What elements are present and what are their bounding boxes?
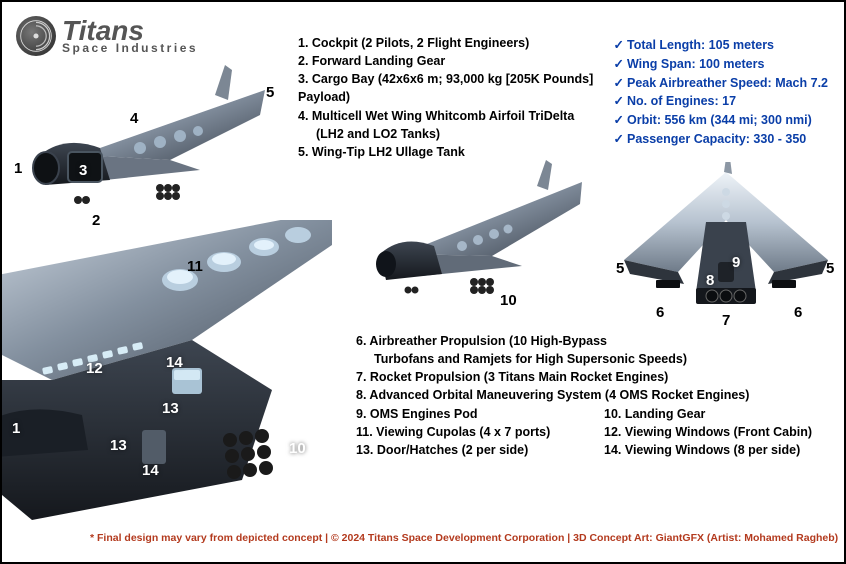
feature-item: 3. Cargo Bay (42x6x6 m; 93,000 kg [205K … bbox=[298, 70, 618, 106]
callout-v4-6a: 6 bbox=[656, 304, 664, 321]
logo-subtitle: Space Industries bbox=[62, 43, 198, 54]
spaceplane-view-closeup bbox=[2, 220, 352, 530]
brand-logo: Titans Space Industries bbox=[16, 16, 198, 56]
callout-v4-5b: 5 bbox=[826, 260, 834, 277]
feature-list-top: 1. Cockpit (2 Pilots, 2 Flight Engineers… bbox=[298, 34, 618, 161]
feature-item: 2. Forward Landing Gear bbox=[298, 52, 618, 70]
callout-v3-10: 10 bbox=[289, 440, 306, 457]
feature-item-pair: 9. OMS Engines Pod10. Landing Gear bbox=[356, 405, 836, 423]
callout-v4-9: 9 bbox=[732, 254, 740, 271]
logo-title: Titans bbox=[62, 18, 198, 43]
callout-v3-13a: 13 bbox=[110, 437, 127, 454]
callout-v3-11: 11 bbox=[187, 258, 203, 275]
spaceplane-view-rear bbox=[616, 162, 836, 322]
spec-item: ✓No. of Engines: 17 bbox=[614, 92, 829, 111]
callout-v4-6b: 6 bbox=[794, 304, 802, 321]
spec-item: ✓Total Length: 105 meters bbox=[614, 36, 829, 55]
logo-icon bbox=[16, 16, 56, 56]
callout-v3-12: 12 bbox=[86, 360, 103, 377]
spaceplane-view-center bbox=[362, 154, 602, 309]
callout-v4-5a: 5 bbox=[616, 260, 624, 277]
feature-item: 1. Cockpit (2 Pilots, 2 Flight Engineers… bbox=[298, 34, 618, 52]
callout-v3-13b: 13 bbox=[162, 400, 179, 417]
spec-item: ✓Peak Airbreather Speed: Mach 7.2 bbox=[614, 74, 829, 93]
feature-item: Turbofans and Ramjets for High Supersoni… bbox=[356, 350, 836, 368]
callout-3: 3 bbox=[79, 162, 87, 179]
feature-list-bottom: 6. Airbreather Propulsion (10 High-Bypas… bbox=[356, 332, 836, 459]
callout-v3-14a: 14 bbox=[166, 354, 183, 371]
feature-item-pair: 13. Door/Hatches (2 per side)14. Viewing… bbox=[356, 441, 836, 459]
callout-v3-14b: 14 bbox=[142, 462, 159, 479]
feature-item: 5. Wing-Tip LH2 Ullage Tank bbox=[298, 143, 618, 161]
callout-v4-7: 7 bbox=[722, 312, 730, 329]
feature-item: 6. Airbreather Propulsion (10 High-Bypas… bbox=[356, 332, 836, 350]
specs-list: ✓Total Length: 105 meters✓Wing Span: 100… bbox=[614, 36, 829, 149]
spec-item: ✓Passenger Capacity: 330 - 350 bbox=[614, 130, 829, 149]
feature-item: 8. Advanced Orbital Maneuvering System (… bbox=[356, 386, 836, 404]
callout-v3-1: 1 bbox=[12, 420, 20, 437]
spec-item: ✓Orbit: 556 km (344 mi; 300 nmi) bbox=[614, 111, 829, 130]
spec-item: ✓Wing Span: 100 meters bbox=[614, 55, 829, 74]
callout-v4-8: 8 bbox=[706, 272, 714, 289]
callout-10: 10 bbox=[500, 292, 517, 309]
callout-1: 1 bbox=[14, 160, 22, 177]
feature-item-pair: 11. Viewing Cupolas (4 x 7 ports)12. Vie… bbox=[356, 423, 836, 441]
disclaimer-footer: * Final design may vary from depicted co… bbox=[90, 532, 838, 544]
spaceplane-view-top-left bbox=[10, 60, 290, 230]
callout-5: 5 bbox=[266, 84, 274, 101]
callout-4: 4 bbox=[130, 110, 138, 127]
feature-item: (LH2 and LO2 Tanks) bbox=[298, 125, 618, 143]
feature-item: 4. Multicell Wet Wing Whitcomb Airfoil T… bbox=[298, 107, 618, 125]
feature-item: 7. Rocket Propulsion (3 Titans Main Rock… bbox=[356, 368, 836, 386]
